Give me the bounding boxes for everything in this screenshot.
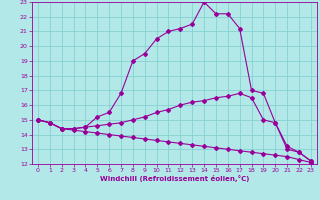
X-axis label: Windchill (Refroidissement éolien,°C): Windchill (Refroidissement éolien,°C) [100, 175, 249, 182]
